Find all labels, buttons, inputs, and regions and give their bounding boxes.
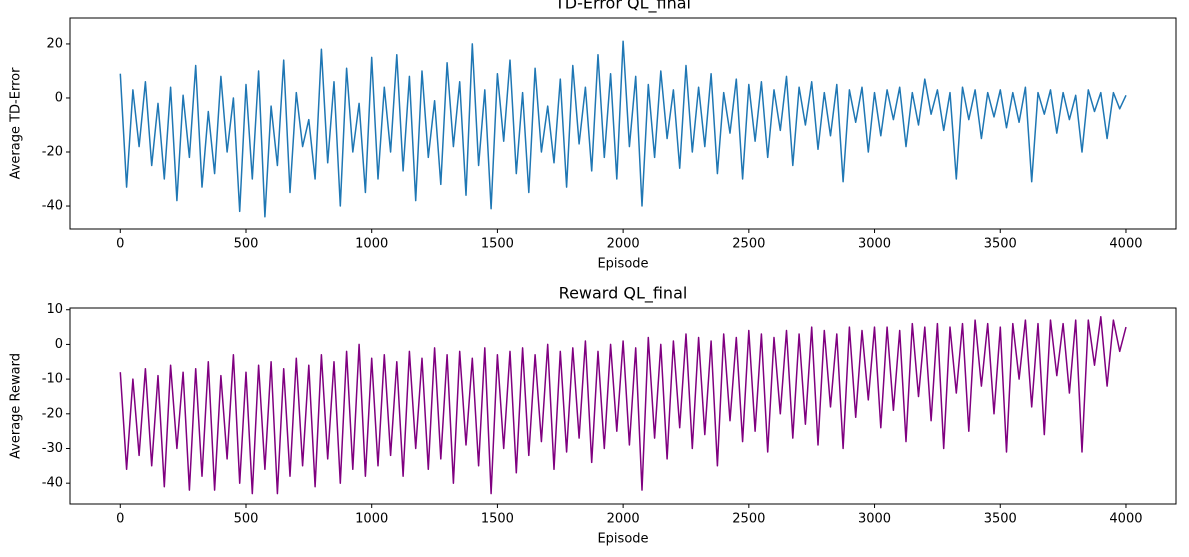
y-tick-label: 0 (55, 337, 63, 352)
chart-title: TD-Error QL_final (554, 0, 691, 14)
y-tick-label: -30 (42, 441, 63, 456)
y-axis-label: Average TD-Error (9, 67, 24, 180)
plot-frame (69, 307, 1177, 505)
x-axis-label: Episode (597, 532, 648, 547)
y-tick-label: -20 (42, 145, 63, 160)
data-line (119, 40, 1127, 218)
x-tick-label: 0 (116, 512, 124, 527)
x-tick-label: 4000 (1109, 237, 1142, 252)
x-tick-label: 500 (234, 237, 259, 252)
data-line (119, 315, 1127, 495)
x-tick-label: 500 (234, 512, 259, 527)
y-tick-label: -10 (42, 372, 63, 387)
x-tick-label: 2000 (607, 237, 640, 252)
y-tick-label: 0 (55, 90, 63, 105)
x-tick-label: 3000 (858, 512, 891, 527)
x-tick-label: 1000 (355, 512, 388, 527)
x-tick-label: 3000 (858, 237, 891, 252)
x-tick-label: 1000 (355, 237, 388, 252)
y-tick-label: 20 (46, 36, 63, 51)
x-tick-label: 0 (116, 237, 124, 252)
x-tick-label: 3500 (984, 512, 1017, 527)
x-tick-label: 4000 (1109, 512, 1142, 527)
y-axis-label: Average Reward (9, 353, 24, 459)
x-tick-label: 2000 (607, 512, 640, 527)
x-tick-label: 1500 (481, 512, 514, 527)
y-tick-label: -40 (42, 199, 63, 214)
plot-frame (69, 17, 1177, 230)
x-tick-label: 2500 (732, 512, 765, 527)
x-axis-label: Episode (597, 257, 648, 272)
x-tick-label: 1500 (481, 237, 514, 252)
y-tick-label: -40 (42, 476, 63, 491)
y-tick-label: -20 (42, 406, 63, 421)
chart-title: Reward QL_final (559, 284, 688, 304)
y-tick-label: 10 (46, 302, 63, 317)
x-tick-label: 2500 (732, 237, 765, 252)
x-tick-label: 3500 (984, 237, 1017, 252)
